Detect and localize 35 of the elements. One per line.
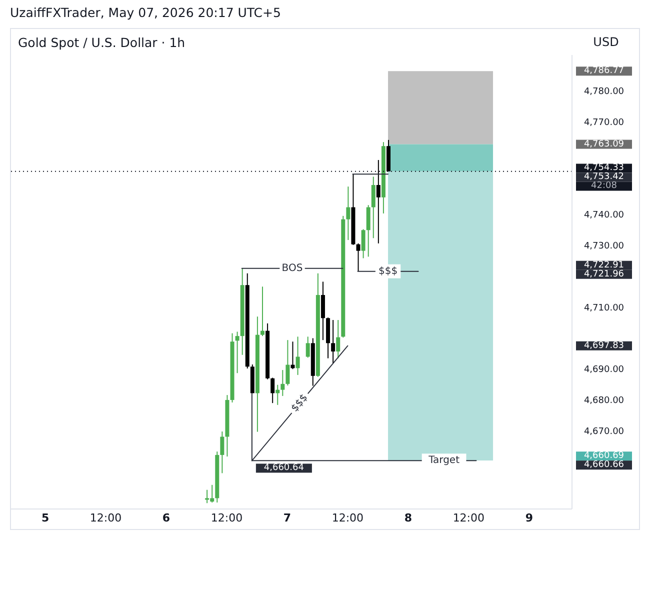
text: UzaiffFXTrader, May 07, 2026 20:17 UTC+5 xyxy=(10,5,281,20)
y-tick-label: 4,697.83 xyxy=(584,340,624,351)
series-label: $$$ xyxy=(378,266,398,277)
y-tick-label: 4,740.00 xyxy=(584,210,624,221)
x-tick-label: 12:00 xyxy=(332,512,364,524)
series-label: Target xyxy=(428,455,460,466)
x-tick-label: 5 xyxy=(41,512,50,524)
y-tick-label: 4,754.33 xyxy=(584,163,624,174)
y-tick-label: 4,660.66 xyxy=(584,460,624,470)
text: 42:08 xyxy=(591,181,618,192)
x-tick-label: 7 xyxy=(283,512,292,524)
y-tick-label: 4,721.96 xyxy=(584,269,624,280)
x-tick-label: 12:00 xyxy=(90,512,122,524)
x-tick-label: 12:00 xyxy=(452,512,485,524)
annotation: 4,660.64 xyxy=(264,463,304,474)
y-axis-title: USD xyxy=(592,35,620,49)
y-tick-label: 4,722.91 xyxy=(584,260,624,270)
y-tick-label: 4,770.00 xyxy=(584,118,624,128)
y-tick-label: 4,763.09 xyxy=(584,139,624,150)
y-tick-label: 4,780.00 xyxy=(584,87,624,98)
y-tick-label: 4,660.69 xyxy=(584,451,624,462)
y-tick-label: 4,670.00 xyxy=(584,426,624,437)
x-tick-label: 6 xyxy=(162,512,170,524)
y-tick-label: 4,690.00 xyxy=(584,365,624,376)
chart-title: Gold Spot / U.S. Dollar · 1h xyxy=(18,35,186,50)
x-tick-label: 9 xyxy=(525,512,533,524)
x-tick-label: 8 xyxy=(404,512,412,524)
y-tick-label: 4,710.00 xyxy=(584,303,624,314)
x-tick-label: 12:00 xyxy=(210,512,243,524)
text: $$$ xyxy=(289,392,310,414)
y-tick-label: 4,680.00 xyxy=(584,396,624,406)
y-tick-label: 4,753.42 xyxy=(584,172,624,182)
series-label: BOS xyxy=(282,262,303,274)
y-tick-label: 4,786.77 xyxy=(584,66,624,76)
y-tick-label: 4,730.00 xyxy=(584,241,624,252)
